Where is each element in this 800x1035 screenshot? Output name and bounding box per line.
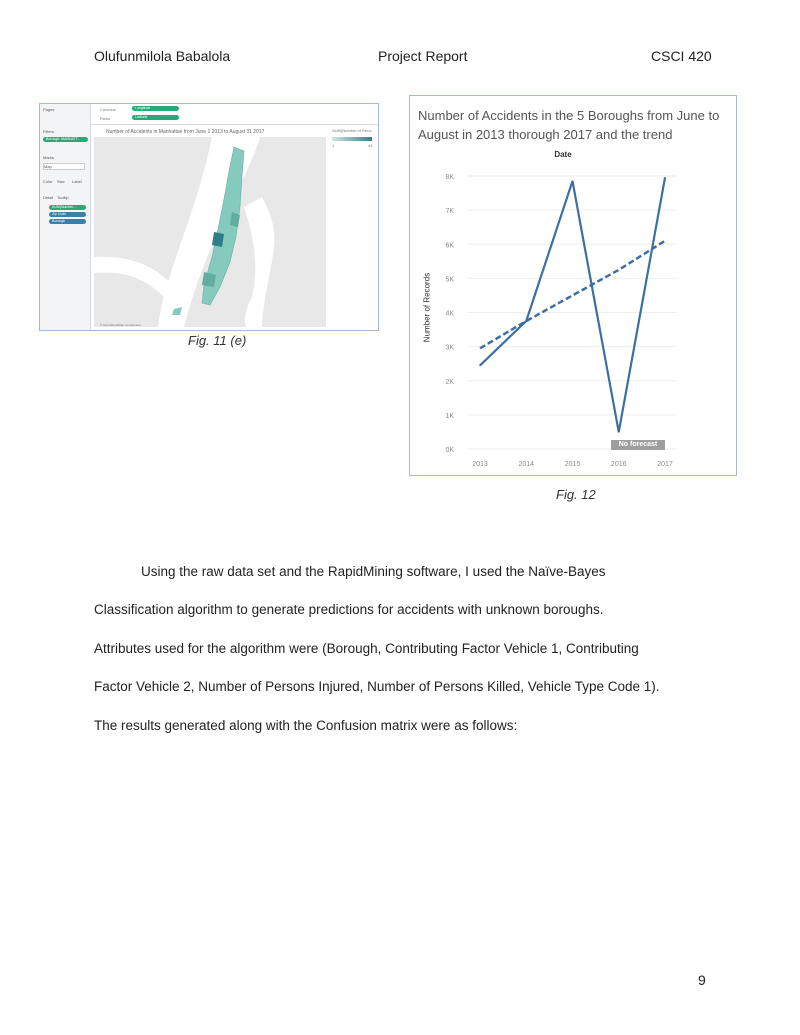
paragraph-line-2: Classification algorithm to generate pre… bbox=[94, 602, 604, 617]
x-tick-label: 2014 bbox=[518, 461, 534, 468]
header-author: Olufunmilola Babalola bbox=[94, 48, 231, 64]
y-tick-label: 0K bbox=[445, 447, 454, 454]
figure-12-caption: Fig. 12 bbox=[556, 487, 596, 502]
no-forecast-badge: No forecast bbox=[611, 440, 665, 450]
mark-button-tooltip[interactable]: Tooltip bbox=[57, 195, 69, 200]
paragraph-line-4: Factor Vehicle 2, Number of Persons Inju… bbox=[94, 679, 660, 694]
header-course: CSCI 420 bbox=[651, 48, 712, 64]
paragraph-line-3: Attributes used for the algorithm were (… bbox=[94, 641, 639, 656]
y-tick-label: 7K bbox=[445, 208, 454, 215]
y-tick-label: 3K bbox=[445, 345, 454, 352]
manhattan-map bbox=[94, 137, 326, 327]
liberty-island bbox=[172, 307, 182, 315]
rows-pill[interactable]: Latitude bbox=[132, 115, 179, 120]
rows-shelf-label: Rows bbox=[100, 116, 111, 121]
series-point bbox=[525, 320, 528, 322]
mark-button-detail[interactable]: Detail bbox=[43, 195, 54, 200]
kill-van-kull bbox=[94, 256, 174, 297]
map-title: Number of Accidents in Manhattan from Ju… bbox=[106, 129, 265, 135]
header-title: Project Report bbox=[378, 48, 468, 64]
mid-accident-zip-2 bbox=[230, 212, 240, 227]
series-point bbox=[664, 176, 666, 179]
series-point bbox=[479, 364, 481, 367]
mark-pill-sum[interactable]: SUM(Number... bbox=[49, 205, 86, 210]
series-line bbox=[479, 177, 667, 433]
series-point bbox=[617, 431, 620, 433]
mark-button-label[interactable]: Label bbox=[72, 179, 82, 184]
mark-button-size[interactable]: Size bbox=[57, 179, 65, 184]
mark-button-color[interactable]: Color bbox=[43, 179, 53, 184]
paragraph-line-1: Using the raw data set and the RapidMini… bbox=[141, 564, 606, 579]
manhattan-choropleth bbox=[201, 146, 245, 306]
x-tick-label: 2016 bbox=[611, 461, 627, 468]
columns-shelf-label: Columns bbox=[100, 107, 116, 112]
high-accident-zip bbox=[212, 232, 224, 247]
mark-pill-zip[interactable]: Zip Code bbox=[49, 212, 86, 217]
x-tick-label: 2017 bbox=[657, 461, 673, 468]
series-point bbox=[571, 180, 574, 182]
y-tick-label: 6K bbox=[445, 242, 454, 249]
map-attribution: © OpenStreetMap contributors bbox=[100, 323, 141, 327]
figure-11-tableau-map: Pages Filters Borough: MANHATT.. Marks M… bbox=[39, 103, 379, 331]
page-number: 9 bbox=[698, 972, 706, 988]
legend-color-ramp bbox=[332, 137, 372, 141]
east-river bbox=[244, 197, 275, 327]
y-tick-label: 1K bbox=[445, 413, 454, 420]
figure-11-caption: Fig. 11 (e) bbox=[188, 333, 247, 348]
pages-label: Pages bbox=[43, 107, 55, 112]
chart-title: Number of Accidents in the 5 Boroughs fr… bbox=[418, 108, 720, 142]
figure-12-line-chart: Number of Accidents in the 5 Boroughs fr… bbox=[409, 95, 737, 476]
y-tick-label: 5K bbox=[445, 276, 454, 283]
mark-type-select[interactable]: Map bbox=[43, 163, 85, 170]
y-tick-label: 2K bbox=[445, 379, 454, 386]
filters-label: Filters bbox=[43, 129, 54, 134]
tableau-sidebar: Pages Filters Borough: MANHATT.. Marks M… bbox=[40, 104, 91, 330]
filter-pill-borough[interactable]: Borough: MANHATT.. bbox=[43, 137, 88, 142]
mark-pill-borough[interactable]: Borough bbox=[49, 219, 86, 224]
y-tick-label: 8K bbox=[445, 174, 454, 181]
columns-pill[interactable]: Longitude bbox=[132, 106, 179, 111]
y-tick-label: 4K bbox=[445, 311, 454, 318]
legend-title: SUM(Number of Reco.. bbox=[332, 128, 374, 133]
x-tick-label: 2013 bbox=[472, 461, 488, 468]
marks-label: Marks bbox=[43, 155, 54, 160]
legend-max: 43 bbox=[368, 143, 373, 148]
chart-plot-area: 0K 1K 2K 3K 4K 5K 6K 7K 8K 2013 2014 2015 2016 2017 bbox=[445, 174, 677, 468]
legend-min: 1 bbox=[332, 143, 335, 148]
mid-accident-zip bbox=[202, 272, 216, 287]
paragraph-line-5: The results generated along with the Con… bbox=[94, 718, 518, 733]
x-tick-label: 2015 bbox=[565, 461, 581, 468]
chart-x-axis-title: Date bbox=[554, 150, 572, 159]
